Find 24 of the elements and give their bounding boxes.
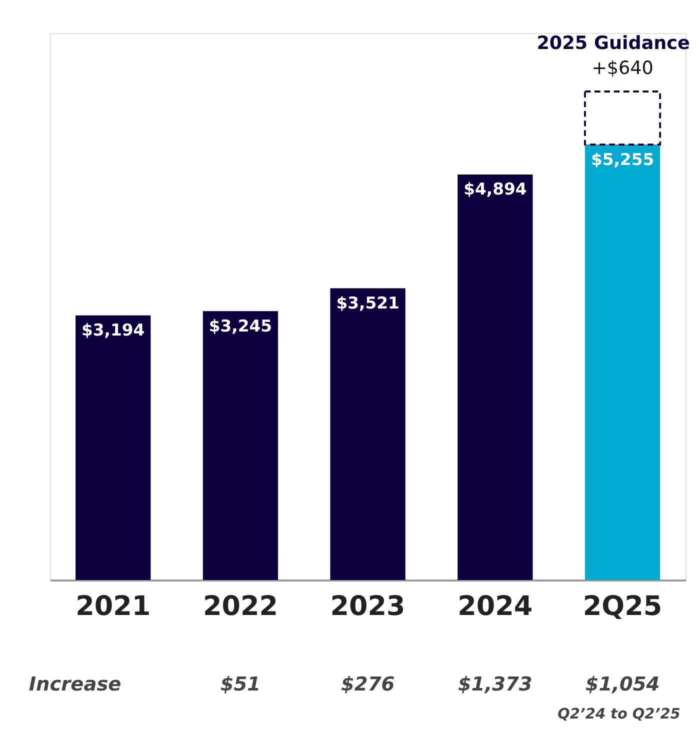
data-label: $3,245 <box>208 316 272 336</box>
bar <box>584 90 662 146</box>
bar <box>76 315 151 580</box>
data-label: +$640 <box>592 58 654 80</box>
data-label: $4,894 <box>464 180 527 199</box>
data-label: $3,194 <box>82 320 145 340</box>
text: Increase <box>28 672 122 696</box>
bar <box>584 144 660 580</box>
x-tick-label: 2021 <box>76 591 151 622</box>
text: $1,054 <box>585 672 660 696</box>
bar <box>330 288 406 580</box>
text: $51 <box>220 672 261 696</box>
text: $276 <box>341 672 395 696</box>
bar <box>458 174 533 580</box>
data-label: $5,255 <box>590 150 654 169</box>
x-tick-label: 2023 <box>330 591 406 622</box>
data-label: $3,521 <box>336 293 400 312</box>
text: $1,373 <box>458 672 532 696</box>
x-tick-label: 2022 <box>202 591 278 622</box>
x-tick-label: 2Q25 <box>582 591 662 622</box>
bar <box>202 311 278 580</box>
x-tick-label: 2024 <box>458 591 533 622</box>
text: Q2’24 to Q2’25 <box>558 706 680 723</box>
text: 2025 Guidance <box>536 33 690 54</box>
